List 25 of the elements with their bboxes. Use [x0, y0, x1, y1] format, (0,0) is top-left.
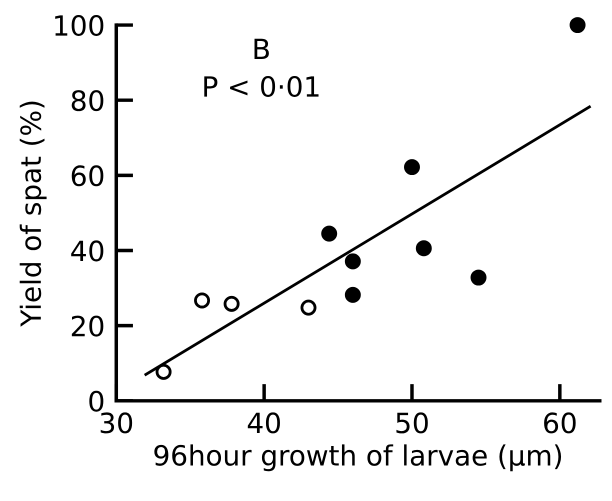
point — [344, 286, 361, 303]
x-tick-label: 40 — [248, 412, 280, 434]
point — [194, 292, 210, 308]
point — [156, 364, 172, 380]
y-tick-label: 40 — [71, 240, 104, 262]
point — [224, 296, 240, 312]
point — [321, 226, 338, 242]
annotation: B — [254, 38, 269, 60]
y-tick-label: 60 — [72, 165, 104, 186]
y-tick-label: 0 — [89, 390, 104, 412]
y-axis-title: Yield of spat (%) — [20, 102, 47, 327]
point — [416, 240, 432, 256]
x-tick-label: 50 — [396, 412, 428, 434]
point — [300, 300, 316, 316]
y-tick-label: 20 — [72, 316, 104, 337]
point — [344, 253, 361, 270]
x-tick-label: 60 — [544, 412, 576, 434]
point — [470, 270, 486, 286]
point — [570, 17, 586, 34]
x-tick-label: 30 — [100, 412, 132, 434]
y-tick-label: 100 — [55, 14, 104, 36]
x-axis-title: 96hour growth of larvae (µm) — [154, 444, 562, 472]
point — [404, 159, 420, 176]
y-tick-label: 80 — [72, 90, 104, 112]
annotation: P < 0·01 — [204, 76, 319, 97]
